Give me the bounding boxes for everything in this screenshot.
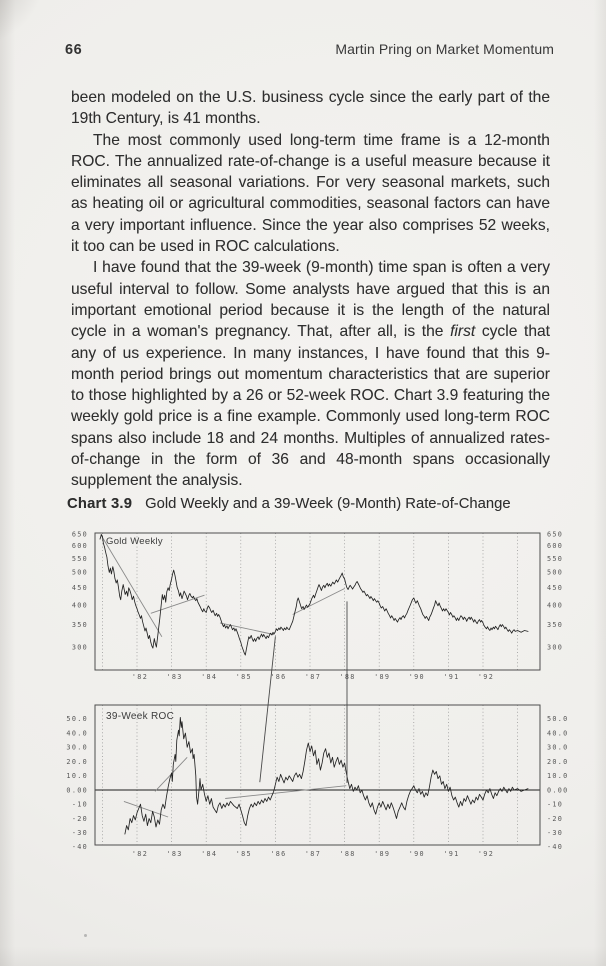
chart-caption: Chart 3.9 Gold Weekly and a 39-Week (9-Mo…	[67, 496, 567, 512]
y-tick-label-left: 600	[72, 542, 88, 550]
body-text: been modeled on the U.S. business cycle …	[71, 87, 550, 492]
x-tick-label: '84	[201, 850, 217, 858]
y-tick-label-left: 300	[72, 643, 88, 651]
y-tick-label-right: 300	[547, 643, 563, 651]
y-tick-label-right: 0.00	[547, 786, 569, 794]
x-tick-label: '86	[270, 850, 286, 858]
y-tick-label-left: 400	[72, 601, 88, 609]
paragraph-3-text-pre: I have found that the 39-week (9-month) …	[71, 259, 550, 341]
y-tick-label-right: -10	[547, 801, 563, 809]
x-tick-label: '84	[201, 673, 217, 681]
x-tick-label: '91	[443, 673, 459, 681]
y-tick-label-right: 600	[547, 542, 563, 550]
y-tick-label-right: -20	[547, 815, 563, 823]
y-tick-label-left: -10	[72, 801, 88, 809]
y-tick-label-right: 350	[547, 621, 563, 629]
y-tick-label-left: 350	[72, 621, 88, 629]
y-tick-label-right: 450	[547, 584, 563, 592]
y-tick-label-right: 400	[547, 601, 563, 609]
cross-chart-annotation-line	[259, 636, 276, 783]
chart-caption-title: Gold Weekly and a 39-Week (9-Month) Rate…	[145, 496, 511, 512]
y-tick-label-left: 40.0	[66, 729, 88, 737]
scan-artifact-dot	[84, 934, 87, 937]
plot-frame	[94, 704, 541, 846]
y-tick-label-right: 20.0	[547, 758, 569, 766]
x-tick-label: '90	[409, 673, 425, 681]
x-tick-label: '88	[340, 673, 356, 681]
x-tick-label: '82	[132, 850, 148, 858]
page-header: 66 Martin Pring on Market Momentum	[65, 41, 554, 58]
y-tick-label-right: -30	[547, 829, 563, 837]
x-tick-label: '89	[374, 673, 390, 681]
y-tick-label-left: 0.00	[66, 786, 88, 794]
y-tick-label-left: -20	[72, 815, 88, 823]
y-tick-label-left: 450	[72, 584, 88, 592]
series-line-gold-weekly-price	[99, 534, 529, 656]
y-tick-label-left: -40	[72, 843, 88, 851]
y-tick-label-right: 30.0	[547, 744, 569, 752]
paragraph-3: I have found that the 39-week (9-month) …	[71, 257, 550, 491]
running-title: Martin Pring on Market Momentum	[335, 41, 554, 57]
x-tick-label: '87	[305, 673, 321, 681]
chart-figure: 650 650 600 600 550 550 500 500 450 450 400 400 350 3…	[66, 530, 569, 858]
trendline-annotation	[150, 594, 205, 614]
paragraph-1: been modeled on the U.S. business cycle …	[71, 89, 550, 128]
chart-title-label: 39-Week ROC	[106, 711, 174, 722]
x-tick-label: '91	[443, 850, 459, 858]
chart-title-label: Gold Weekly	[106, 536, 163, 547]
series-line-39-week-roc	[124, 716, 529, 835]
x-tick-label: '92	[478, 673, 494, 681]
y-tick-label-left: 30.0	[66, 744, 88, 752]
x-tick-label: '86	[270, 673, 286, 681]
x-tick-label: '92	[478, 850, 494, 858]
x-tick-label: '88	[340, 850, 356, 858]
trendline-annotation	[292, 588, 345, 615]
page-number: 66	[65, 42, 83, 58]
roc-chart: 50.0 50.0 40.0 40.0 30.0 30.0 20.0 20.0 10.0 10.0…	[66, 704, 569, 858]
y-tick-label-right: 550	[547, 555, 563, 563]
chart-caption-number: Chart 3.9	[67, 496, 133, 512]
y-tick-label-right: 500	[547, 569, 563, 577]
paragraph-3-italic-word: first	[450, 323, 476, 341]
y-tick-label-right: 650	[547, 530, 563, 538]
trendline-annotation	[100, 534, 163, 638]
x-tick-label: '85	[236, 673, 252, 681]
y-tick-label-left: 20.0	[66, 758, 88, 766]
y-tick-label-left: 500	[72, 569, 88, 577]
gold-chart: 650 650 600 600 550 550 500 500 450 450 400 400 350 3…	[72, 530, 563, 681]
x-tick-label: '83	[167, 850, 183, 858]
x-tick-label: '87	[305, 850, 321, 858]
trendline-annotation	[219, 622, 274, 635]
y-tick-label-right: 50.0	[547, 715, 569, 723]
y-tick-label-left: 10.0	[66, 772, 88, 780]
y-tick-label-right: 10.0	[547, 772, 569, 780]
y-tick-label-right: -40	[547, 843, 563, 851]
plot-frame	[94, 532, 541, 671]
y-tick-label-left: 650	[72, 530, 88, 538]
paragraph-2: The most commonly used long-term time fr…	[71, 131, 550, 256]
x-tick-label: '89	[374, 850, 390, 858]
y-tick-label-left: 50.0	[66, 715, 88, 723]
paragraph-3-text-post: cycle that any of us experience. In many…	[71, 323, 551, 490]
trendline-annotation	[225, 785, 347, 799]
x-tick-label: '83	[167, 673, 183, 681]
y-tick-label-left: -30	[72, 829, 88, 837]
x-tick-label: '82	[132, 673, 148, 681]
x-tick-label: '85	[236, 850, 252, 858]
y-tick-label-right: 40.0	[547, 729, 569, 737]
y-tick-label-left: 550	[72, 555, 88, 563]
x-tick-label: '90	[409, 850, 425, 858]
